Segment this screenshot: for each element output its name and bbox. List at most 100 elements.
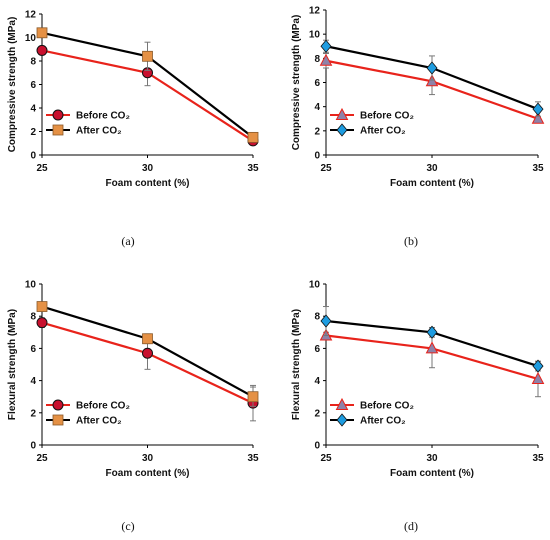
legend-marker xyxy=(336,123,348,137)
y-tick-label: 2 xyxy=(30,127,36,138)
chart-panel-3: 0 2 4 6 8 10 25 30 35 Foam content (%) Flexural st… xyxy=(7,280,259,534)
data-point xyxy=(142,347,153,359)
data-point xyxy=(36,317,48,329)
x-tick-label: 35 xyxy=(247,163,259,174)
y-tick-label: 0 xyxy=(314,151,320,162)
data-point xyxy=(36,44,48,56)
y-tick-label: 6 xyxy=(314,78,320,89)
y-axis-title: Flexural strength (MPa) xyxy=(291,309,302,420)
legend-label: Before CO₂ xyxy=(360,401,414,412)
legend-label: Before CO₂ xyxy=(76,111,130,122)
x-tick-label: 35 xyxy=(532,163,544,174)
data-point xyxy=(36,301,48,312)
legend-label: After CO₂ xyxy=(360,416,406,427)
y-tick-label: 10 xyxy=(25,33,37,44)
x-axis-title: Foam content (%) xyxy=(390,178,474,189)
chart-panel-2: 0 2 4 6 8 10 12 25 30 35 Foam content (%) Compressi… xyxy=(291,6,545,248)
y-tick-label: 4 xyxy=(30,376,36,387)
y-tick-label: 6 xyxy=(314,344,320,355)
x-axis-title: Foam content (%) xyxy=(106,468,190,479)
y-tick-label: 10 xyxy=(309,280,321,291)
x-tick-label: 25 xyxy=(320,453,332,464)
data-point xyxy=(426,61,438,75)
y-tick-label: 12 xyxy=(309,6,321,17)
data-point xyxy=(320,39,332,53)
y-tick-label: 8 xyxy=(314,312,320,323)
legend: Before CO₂ After CO₂ xyxy=(46,399,130,427)
y-tick-label: 6 xyxy=(30,80,36,91)
data-point xyxy=(320,314,332,328)
y-tick-label: 0 xyxy=(314,441,320,452)
y-axis-title: Compressive strength (MPa) xyxy=(291,15,302,151)
y-tick-label: 2 xyxy=(314,126,320,137)
data-point xyxy=(319,53,333,66)
legend-label: After CO₂ xyxy=(360,126,406,137)
legend-marker xyxy=(335,107,349,120)
x-tick-label: 35 xyxy=(532,453,544,464)
y-tick-label: 8 xyxy=(314,54,320,65)
data-point xyxy=(247,391,259,403)
x-tick-label: 30 xyxy=(426,163,438,174)
panel-label: (b) xyxy=(404,234,418,248)
legend-label: After CO₂ xyxy=(76,416,122,427)
x-axis-title: Foam content (%) xyxy=(106,178,190,189)
y-tick-label: 12 xyxy=(25,10,37,21)
y-tick-label: 8 xyxy=(30,57,36,68)
legend-marker xyxy=(52,124,64,136)
series-after xyxy=(36,27,259,143)
data-point xyxy=(142,333,153,345)
legend: Before CO₂ After CO₂ xyxy=(46,109,130,137)
legend: Before CO₂ After CO₂ xyxy=(330,107,414,137)
data-point xyxy=(36,27,48,39)
data-point xyxy=(247,131,259,143)
legend-label: Before CO₂ xyxy=(76,401,130,412)
y-tick-label: 10 xyxy=(25,280,37,291)
panel-label: (d) xyxy=(404,519,418,533)
data-point xyxy=(532,359,544,373)
x-tick-label: 25 xyxy=(36,453,48,464)
x-tick-label: 30 xyxy=(142,453,154,464)
y-tick-label: 10 xyxy=(309,30,321,41)
legend-marker xyxy=(52,414,64,426)
y-tick-label: 2 xyxy=(30,408,36,419)
series-after xyxy=(36,301,259,407)
x-tick-label: 30 xyxy=(142,163,154,174)
series-before xyxy=(319,328,545,398)
chart-panel-4: 0 2 4 6 8 10 25 30 35 Foam content (%) Flexural st… xyxy=(291,280,545,533)
x-tick-label: 30 xyxy=(426,453,438,464)
data-point xyxy=(142,50,153,62)
y-tick-label: 4 xyxy=(314,102,320,113)
x-tick-label: 25 xyxy=(36,163,48,174)
y-axis-title: Compressive strength (MPa) xyxy=(7,17,18,153)
series-before xyxy=(36,317,259,422)
legend-marker xyxy=(52,109,64,121)
data-point xyxy=(532,102,544,116)
y-tick-label: 6 xyxy=(30,344,36,355)
y-tick-label: 0 xyxy=(30,441,36,452)
series-after xyxy=(320,39,544,117)
panel-label: (a) xyxy=(121,234,134,248)
data-point xyxy=(425,341,439,354)
legend-marker xyxy=(336,413,348,427)
x-axis-title: Foam content (%) xyxy=(390,468,474,479)
y-tick-label: 4 xyxy=(314,376,320,387)
legend-label: After CO₂ xyxy=(76,126,122,137)
y-tick-label: 0 xyxy=(30,151,36,162)
x-tick-label: 25 xyxy=(320,163,332,174)
legend-label: Before CO₂ xyxy=(360,111,414,122)
x-tick-label: 35 xyxy=(247,453,259,464)
y-tick-label: 2 xyxy=(314,408,320,419)
y-tick-label: 8 xyxy=(30,312,36,323)
data-point xyxy=(531,111,545,124)
chart-panel-1: 0 2 4 6 8 10 12 25 30 35 Foam content (%) Compressi… xyxy=(7,10,259,249)
y-tick-label: 4 xyxy=(30,104,36,115)
legend-marker xyxy=(52,399,64,411)
data-point xyxy=(426,325,438,339)
panel-label: (c) xyxy=(121,519,134,533)
legend-marker xyxy=(335,397,349,410)
legend: Before CO₂ After CO₂ xyxy=(330,397,414,427)
data-point xyxy=(531,371,545,384)
y-axis-title: Flexural strength (MPa) xyxy=(7,309,18,420)
series-after xyxy=(320,306,544,373)
